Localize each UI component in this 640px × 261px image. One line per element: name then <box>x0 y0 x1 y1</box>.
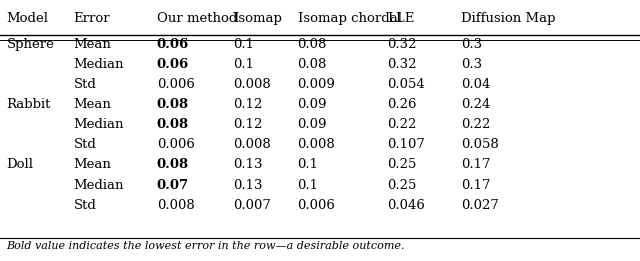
Text: 0.17: 0.17 <box>461 158 490 171</box>
Text: Median: Median <box>74 118 124 131</box>
Text: Isomap: Isomap <box>234 12 282 25</box>
Text: Mean: Mean <box>74 38 111 51</box>
Text: 0.25: 0.25 <box>387 158 417 171</box>
Text: 0.13: 0.13 <box>234 179 263 192</box>
Text: 0.058: 0.058 <box>461 138 499 151</box>
Text: Bold value indicates the lowest error in the row—a desirable outcome.: Bold value indicates the lowest error in… <box>6 241 405 251</box>
Text: Std: Std <box>74 199 97 212</box>
Text: Std: Std <box>74 78 97 91</box>
Text: 0.22: 0.22 <box>387 118 417 131</box>
Text: 0.008: 0.008 <box>157 199 195 212</box>
Text: 0.009: 0.009 <box>298 78 335 91</box>
Text: 0.24: 0.24 <box>461 98 490 111</box>
Text: LLE: LLE <box>387 12 415 25</box>
Text: 0.008: 0.008 <box>234 78 271 91</box>
Text: 0.027: 0.027 <box>461 199 499 212</box>
Text: 0.17: 0.17 <box>461 179 490 192</box>
Text: 0.08: 0.08 <box>157 158 189 171</box>
Text: 0.25: 0.25 <box>387 179 417 192</box>
Text: 0.08: 0.08 <box>298 58 327 71</box>
Text: 0.06: 0.06 <box>157 38 189 51</box>
Text: 0.006: 0.006 <box>157 138 195 151</box>
Text: 0.26: 0.26 <box>387 98 417 111</box>
Text: 0.054: 0.054 <box>387 78 425 91</box>
Text: 0.1: 0.1 <box>298 179 319 192</box>
Text: 0.1: 0.1 <box>234 58 255 71</box>
Text: 0.1: 0.1 <box>298 158 319 171</box>
Text: 0.22: 0.22 <box>461 118 490 131</box>
Text: Mean: Mean <box>74 98 111 111</box>
Text: 0.12: 0.12 <box>234 118 263 131</box>
Text: Median: Median <box>74 179 124 192</box>
Text: Doll: Doll <box>6 158 33 171</box>
Text: 0.3: 0.3 <box>461 58 482 71</box>
Text: Rabbit: Rabbit <box>6 98 51 111</box>
Text: 0.08: 0.08 <box>157 98 189 111</box>
Text: 0.3: 0.3 <box>461 38 482 51</box>
Text: 0.006: 0.006 <box>298 199 335 212</box>
Text: 0.32: 0.32 <box>387 38 417 51</box>
Text: Sphere: Sphere <box>6 38 54 51</box>
Text: 0.107: 0.107 <box>387 138 425 151</box>
Text: Error: Error <box>74 12 110 25</box>
Text: 0.12: 0.12 <box>234 98 263 111</box>
Text: 0.04: 0.04 <box>461 78 490 91</box>
Text: 0.1: 0.1 <box>234 38 255 51</box>
Text: 0.006: 0.006 <box>157 78 195 91</box>
Text: 0.046: 0.046 <box>387 199 425 212</box>
Text: Std: Std <box>74 138 97 151</box>
Text: 0.32: 0.32 <box>387 58 417 71</box>
Text: 0.09: 0.09 <box>298 118 327 131</box>
Text: 0.008: 0.008 <box>234 138 271 151</box>
Text: 0.008: 0.008 <box>298 138 335 151</box>
Text: Model: Model <box>6 12 49 25</box>
Text: 0.09: 0.09 <box>298 98 327 111</box>
Text: Isomap chordal: Isomap chordal <box>298 12 402 25</box>
Text: 0.08: 0.08 <box>157 118 189 131</box>
Text: Diffusion Map: Diffusion Map <box>461 12 556 25</box>
Text: 0.06: 0.06 <box>157 58 189 71</box>
Text: 0.08: 0.08 <box>298 38 327 51</box>
Text: 0.007: 0.007 <box>234 199 271 212</box>
Text: Median: Median <box>74 58 124 71</box>
Text: Our method: Our method <box>157 12 237 25</box>
Text: 0.13: 0.13 <box>234 158 263 171</box>
Text: 0.07: 0.07 <box>157 179 189 192</box>
Text: Mean: Mean <box>74 158 111 171</box>
